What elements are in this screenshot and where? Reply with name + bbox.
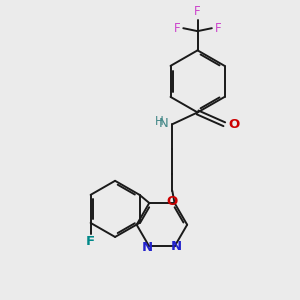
Text: F: F: [174, 22, 180, 35]
Text: O: O: [167, 196, 178, 208]
Text: F: F: [215, 22, 221, 35]
Text: N: N: [170, 240, 182, 253]
Text: O: O: [228, 118, 239, 131]
Text: N: N: [159, 117, 169, 130]
Text: F: F: [86, 235, 95, 248]
Text: H: H: [155, 116, 164, 128]
Text: N: N: [142, 242, 153, 254]
Text: F: F: [194, 4, 201, 18]
